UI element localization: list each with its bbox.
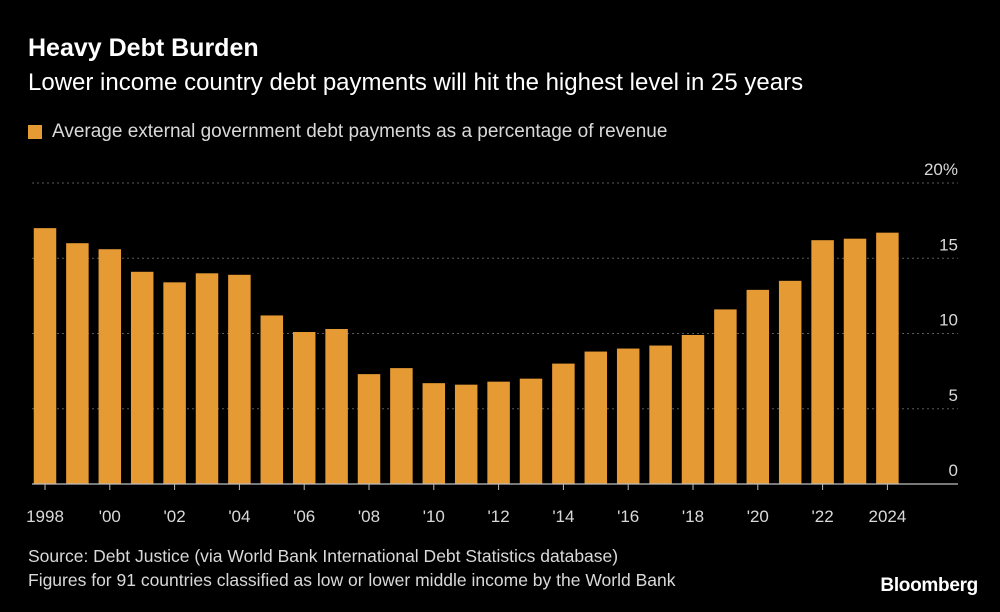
bar — [876, 232, 899, 484]
bar — [681, 335, 705, 484]
bar — [649, 345, 672, 484]
bar — [260, 315, 284, 484]
bar — [714, 309, 737, 484]
x-tick-label: 1998 — [26, 507, 64, 526]
x-tick-label: '22 — [812, 507, 834, 526]
y-tick-label: 15 — [939, 235, 958, 254]
bar — [584, 351, 608, 484]
bar — [195, 273, 219, 484]
x-tick-label: 2024 — [868, 507, 906, 526]
bar — [325, 328, 348, 484]
bar — [778, 280, 802, 484]
bar — [292, 331, 316, 484]
x-tick-label: '20 — [747, 507, 769, 526]
x-tick-label: '12 — [488, 507, 510, 526]
bar — [746, 289, 770, 484]
bar — [552, 363, 575, 484]
methodology-note: Figures for 91 countries classified as l… — [28, 570, 676, 590]
bar — [519, 378, 543, 484]
bar — [357, 374, 381, 484]
bar — [616, 348, 640, 484]
legend-label: Average external government debt payment… — [52, 121, 668, 142]
chart-title: Heavy Debt Burden — [28, 34, 259, 62]
x-tick-label: '08 — [358, 507, 380, 526]
x-tick-label: '06 — [293, 507, 315, 526]
bar — [98, 249, 122, 484]
x-tick-label: '02 — [164, 507, 186, 526]
x-tick-label: '16 — [617, 507, 639, 526]
y-tick-label: 5 — [949, 386, 958, 405]
x-tick-label: '10 — [423, 507, 445, 526]
bar — [228, 274, 251, 484]
bar — [487, 381, 510, 484]
bar — [422, 383, 446, 484]
source-note: Source: Debt Justice (via World Bank Int… — [28, 546, 619, 566]
y-tick-label: 10 — [939, 311, 958, 330]
bar — [843, 238, 867, 484]
bar — [811, 240, 834, 484]
bar — [454, 384, 478, 484]
y-tick-label: 20% — [924, 160, 958, 179]
bar — [390, 368, 413, 484]
chart-subtitle: Lower income country debt payments will … — [28, 69, 804, 96]
y-tick-label: 0 — [949, 461, 958, 480]
legend-swatch — [28, 125, 42, 139]
x-tick-label: '18 — [682, 507, 704, 526]
bloomberg-logo: Bloomberg — [880, 575, 978, 596]
legend: Average external government debt payment… — [28, 121, 667, 143]
bar — [66, 243, 89, 484]
bar — [130, 271, 154, 484]
x-tick-label: '04 — [228, 507, 250, 526]
x-tick-label: '00 — [99, 507, 121, 526]
bar — [163, 282, 186, 484]
x-tick-label: '14 — [552, 507, 574, 526]
bar — [33, 228, 57, 484]
